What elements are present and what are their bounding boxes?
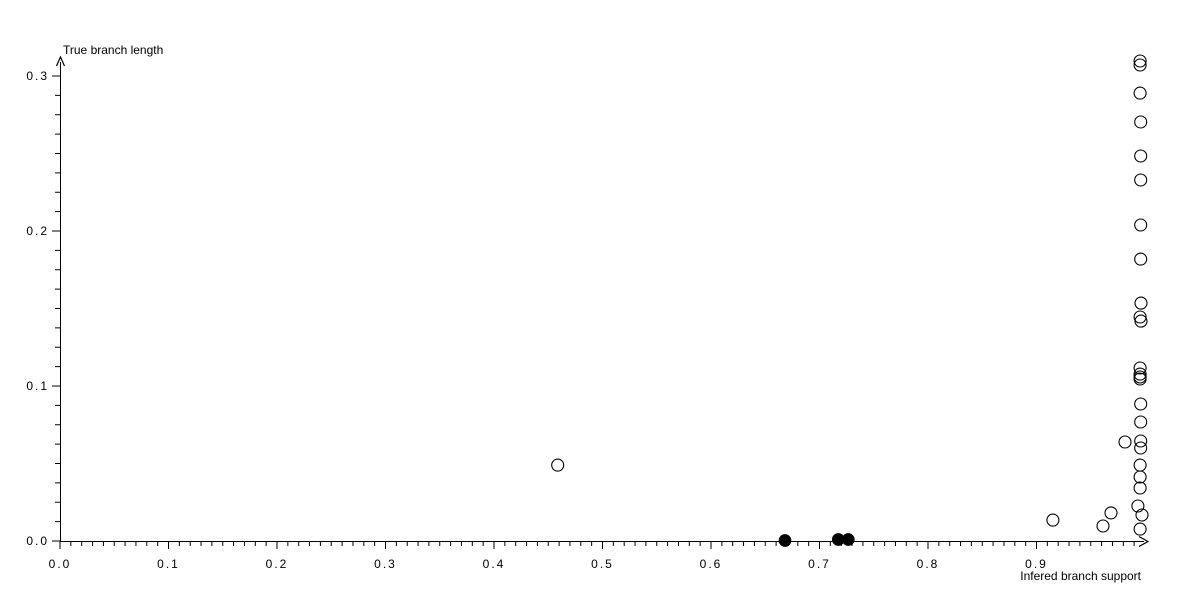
data-point-open <box>1134 252 1148 266</box>
axes-layer <box>55 55 1150 548</box>
x-tick-label: 0.9 <box>1025 557 1048 571</box>
data-point-open <box>1133 458 1147 472</box>
data-point-open <box>1133 367 1147 381</box>
data-point-open <box>1133 86 1147 100</box>
data-point-open <box>1133 522 1147 536</box>
x-tick-label: 0.8 <box>917 557 940 571</box>
x-axis-arrowhead <box>1138 535 1150 548</box>
x-axis-title: Infered branch support <box>1020 569 1141 583</box>
data-point-open <box>1133 58 1147 72</box>
data-point-open <box>1135 508 1149 522</box>
x-tick-label: 0.6 <box>700 557 723 571</box>
ticks-layer: 0.0 0.1 0.2 0.3 0.4 0.5 0.6 0.7 0.8 0.9 0.0 0.1 0.2 0… <box>26 69 1135 571</box>
y-axis-title: True branch length <box>63 43 163 57</box>
data-point-open <box>1134 415 1148 429</box>
data-point-open <box>1133 361 1147 375</box>
data-point-open <box>1134 149 1148 163</box>
data-point-open <box>1134 218 1148 232</box>
x-tick-label: 0.7 <box>808 557 831 571</box>
data-points-layer <box>551 54 1149 547</box>
data-point-open <box>1133 481 1147 495</box>
data-point-open <box>1096 519 1110 533</box>
data-point-open <box>1134 441 1148 455</box>
data-point-open <box>1133 470 1147 484</box>
x-tick-label: 0.3 <box>374 557 397 571</box>
x-tick-label: 0.0 <box>49 557 72 571</box>
data-point-open <box>1134 434 1148 448</box>
data-point-open <box>1134 397 1148 411</box>
data-point-open <box>1133 372 1147 386</box>
data-point-open <box>1131 499 1145 513</box>
data-point-open <box>1134 296 1148 310</box>
y-tick-label: 0.3 <box>26 69 49 83</box>
data-point-open <box>1118 435 1132 449</box>
y-axis-arrowhead <box>55 55 66 67</box>
data-point-open <box>1134 173 1148 187</box>
data-point-filled <box>778 534 792 547</box>
y-tick-label: 0.2 <box>26 224 49 238</box>
data-point-open <box>551 458 565 472</box>
y-tick-label: 0.0 <box>26 534 49 548</box>
x-tick-label: 0.2 <box>266 557 289 571</box>
x-tick-label: 0.1 <box>157 557 180 571</box>
x-tick-label: 0.5 <box>591 557 614 571</box>
y-tick-label: 0.1 <box>26 379 49 393</box>
data-point-filled <box>841 533 855 546</box>
data-point-open <box>1134 115 1148 129</box>
data-point-open <box>1133 54 1147 68</box>
data-point-open <box>1046 513 1060 527</box>
data-point-open <box>1134 314 1148 328</box>
data-point-open <box>1104 506 1118 520</box>
x-tick-label: 0.4 <box>483 557 506 571</box>
